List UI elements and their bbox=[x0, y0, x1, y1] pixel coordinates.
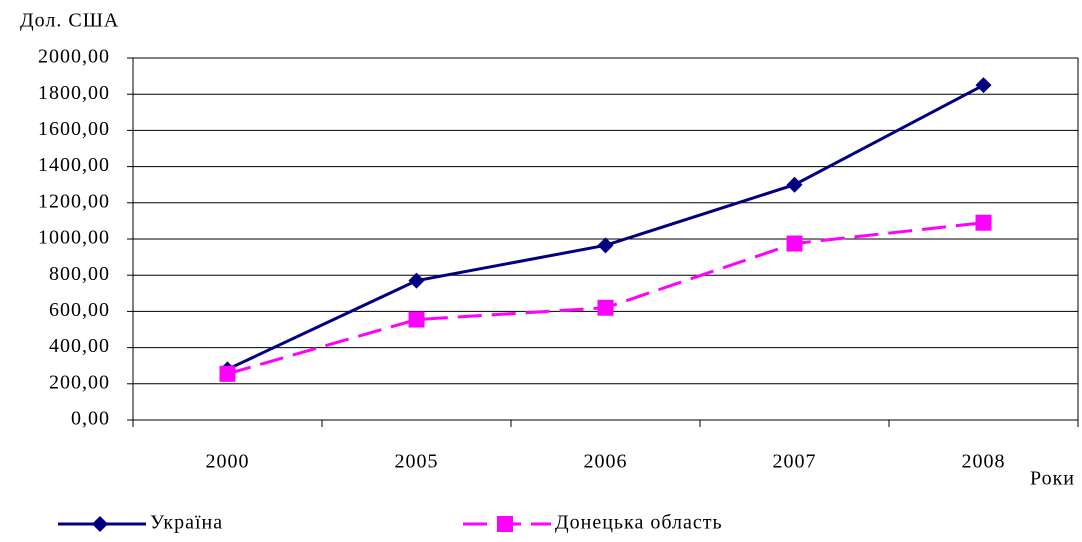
y-tick-label: 400,00 bbox=[49, 335, 110, 357]
y-tick-label: 1600,00 bbox=[38, 118, 110, 140]
y-tick-label: 800,00 bbox=[49, 263, 110, 285]
y-tick-label: 200,00 bbox=[49, 371, 110, 393]
x-tick-label: 2005 bbox=[395, 451, 439, 473]
y-tick-label: 1800,00 bbox=[38, 82, 110, 104]
y-tick-label: 1000,00 bbox=[38, 227, 110, 249]
marker bbox=[219, 365, 236, 382]
x-axis-label: Роки bbox=[1030, 468, 1075, 490]
x-tick-label: 2008 bbox=[962, 451, 1006, 473]
y-tick-label: 1200,00 bbox=[38, 190, 110, 212]
marker bbox=[497, 516, 513, 532]
marker bbox=[597, 299, 614, 316]
marker bbox=[92, 516, 108, 532]
y-tick-label: 600,00 bbox=[49, 299, 110, 321]
legend-label: Донецька область bbox=[555, 512, 723, 534]
marker bbox=[975, 77, 992, 94]
x-tick-label: 2007 bbox=[773, 451, 817, 473]
marker bbox=[786, 176, 803, 193]
x-tick-label: 2000 bbox=[206, 451, 250, 473]
series-line bbox=[226, 83, 985, 371]
marker bbox=[597, 237, 614, 254]
y-tick-label: 1400,00 bbox=[38, 154, 110, 176]
marker bbox=[408, 272, 425, 289]
marker bbox=[408, 311, 425, 328]
marker bbox=[786, 235, 803, 252]
y-axis-label: Дол. США bbox=[20, 10, 119, 32]
x-tick-label: 2006 bbox=[584, 451, 628, 473]
legend-label: Україна bbox=[150, 512, 223, 534]
y-tick-label: 2000,00 bbox=[38, 46, 110, 68]
y-tick-label: 0,00 bbox=[71, 408, 110, 430]
marker bbox=[975, 214, 992, 231]
